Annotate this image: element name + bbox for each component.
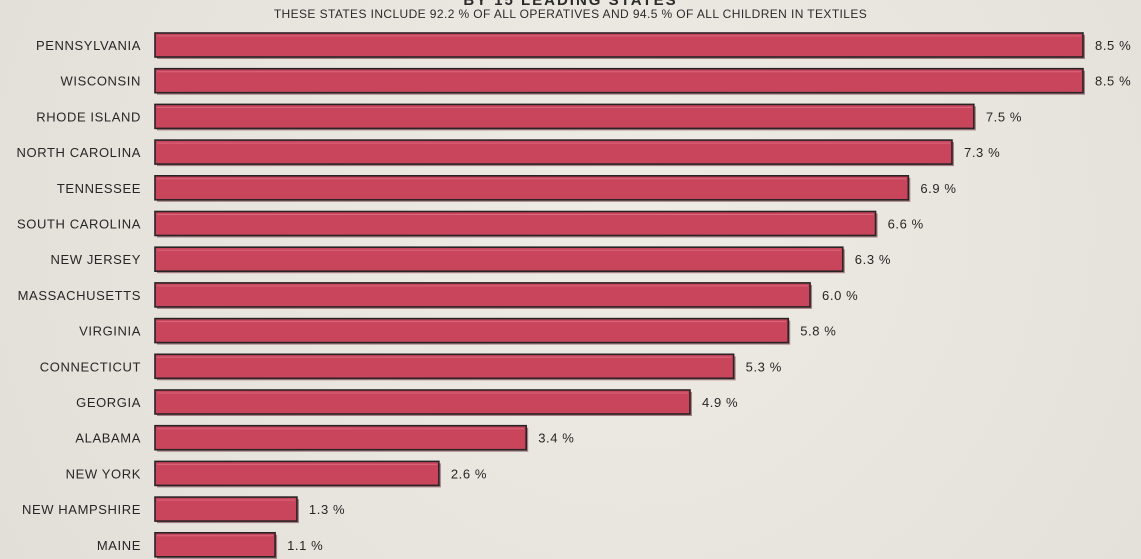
category-label: GEORGIA <box>76 395 141 410</box>
bar-rhode-island <box>154 103 975 130</box>
value-label: 3.4 % <box>538 431 574 446</box>
bar-pennsylvania <box>154 32 1084 58</box>
bar-new-jersey <box>154 246 844 272</box>
chart-subtitle: THESE STATES INCLUDE 92.2 % OF ALL OPERA… <box>273 7 868 21</box>
category-label: NEW HAMPSHIRE <box>22 502 141 517</box>
bar-tennessee <box>154 175 910 201</box>
bar-alabama <box>154 424 528 451</box>
bar-maine <box>154 531 276 558</box>
category-label: NEW YORK <box>66 466 141 481</box>
bar-connecticut <box>154 353 735 380</box>
category-label: SOUTH CAROLINA <box>17 217 141 232</box>
value-label: 7.5 % <box>986 109 1022 124</box>
chart-title: BY 15 LEADING STATES <box>463 0 678 9</box>
category-label: PENNSYLVANIA <box>36 38 141 53</box>
value-label: 6.9 % <box>920 181 956 196</box>
category-label: NEW JERSEY <box>50 252 141 267</box>
bar-north-carolina <box>154 139 953 165</box>
bar-new-york <box>154 460 440 487</box>
value-label: 8.5 % <box>1095 74 1131 89</box>
bar-massachusetts <box>154 282 811 308</box>
bar-wisconsin <box>154 67 1084 94</box>
value-label: 4.9 % <box>702 395 738 410</box>
value-label: 6.6 % <box>888 217 924 232</box>
bar-new-hampshire <box>154 496 298 522</box>
value-label: 7.3 % <box>964 145 1000 160</box>
category-label: ALABAMA <box>75 431 141 446</box>
category-label: MASSACHUSETTS <box>18 288 141 303</box>
value-label: 1.1 % <box>287 538 323 553</box>
value-label: 8.5 % <box>1095 38 1131 53</box>
bar-virginia <box>154 317 790 344</box>
value-label: 6.3 % <box>855 252 891 267</box>
category-label: RHODE ISLAND <box>36 109 141 124</box>
category-label: WISCONSIN <box>60 74 141 89</box>
bar-south-carolina <box>154 210 877 237</box>
category-label: NORTH CAROLINA <box>17 145 141 160</box>
value-label: 2.6 % <box>451 466 487 481</box>
category-label: VIRGINIA <box>79 324 141 339</box>
value-label: 5.3 % <box>746 359 782 374</box>
value-label: 6.0 % <box>822 288 858 303</box>
bar-georgia <box>154 389 691 415</box>
category-label: TENNESSEE <box>57 181 141 196</box>
category-label: MAINE <box>97 538 141 553</box>
value-label: 1.3 % <box>309 502 345 517</box>
value-label: 5.8 % <box>800 324 836 339</box>
category-label: CONNECTICUT <box>40 359 141 374</box>
